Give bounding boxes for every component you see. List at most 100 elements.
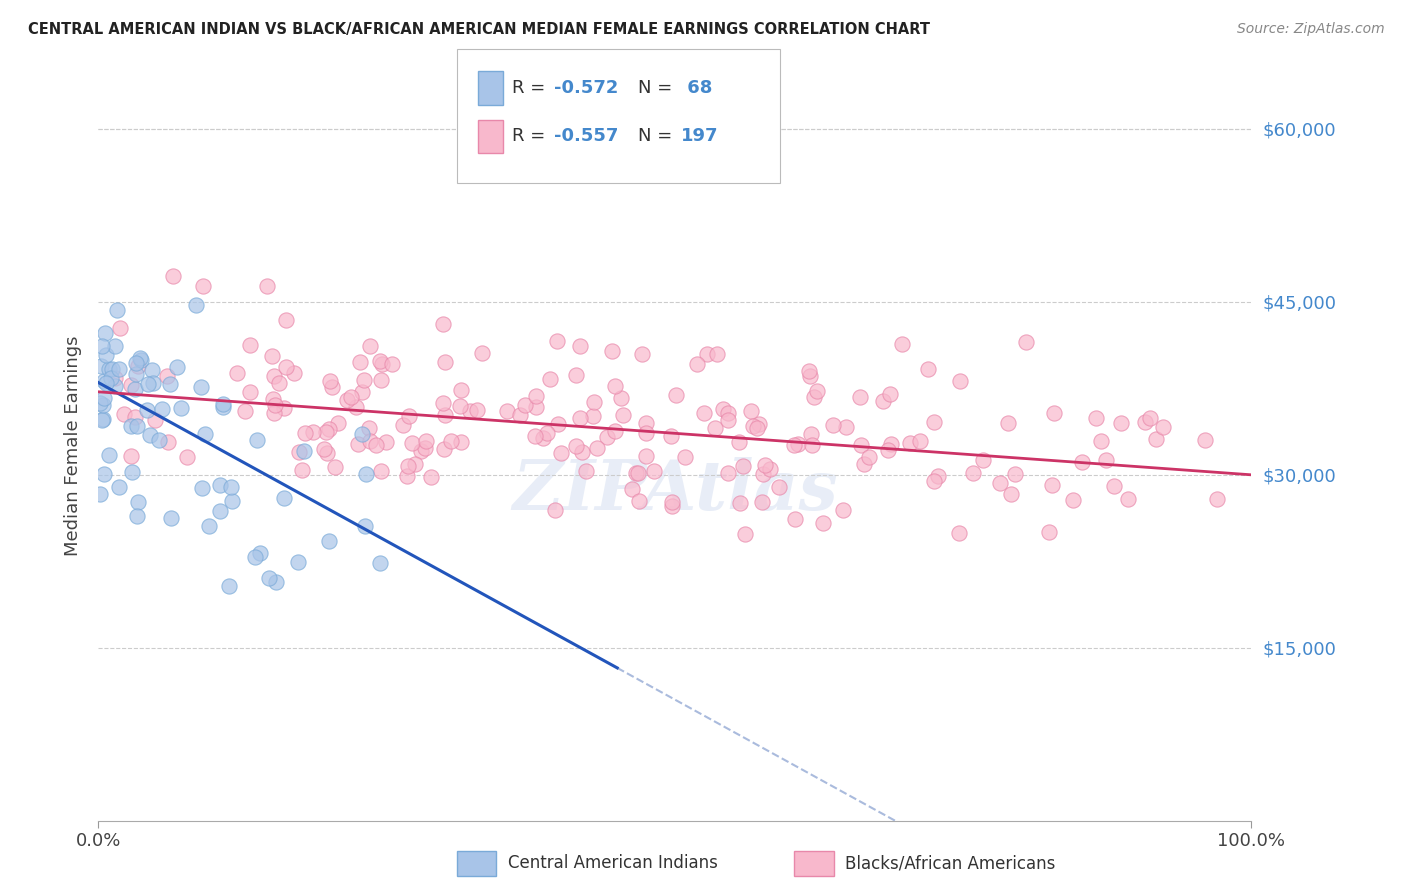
Point — [661, 499, 683, 513]
Point — [524, 429, 547, 443]
Text: -0.572: -0.572 — [554, 79, 619, 97]
Point — [264, 398, 287, 412]
Point — [150, 402, 173, 417]
Point — [890, 336, 912, 351]
Point — [339, 390, 361, 404]
Point — [806, 384, 828, 398]
Point — [565, 368, 588, 383]
Point — [368, 556, 391, 570]
Point — [727, 435, 749, 450]
Point — [432, 396, 454, 410]
Point — [162, 268, 184, 283]
Point — [104, 379, 127, 393]
Point — [972, 453, 994, 467]
Point — [908, 434, 931, 448]
Point — [711, 402, 734, 417]
Point — [194, 427, 217, 442]
Point — [799, 369, 821, 384]
Point — [245, 549, 267, 564]
Text: Blacks/African Americans: Blacks/African Americans — [845, 855, 1056, 872]
Point — [1090, 434, 1112, 449]
Point — [120, 419, 142, 434]
Point — [1116, 492, 1139, 507]
Point — [274, 360, 297, 375]
Point — [1194, 433, 1216, 447]
Point — [291, 463, 314, 477]
Point — [371, 357, 394, 371]
Point — [91, 412, 114, 426]
Point — [582, 409, 605, 423]
Point — [344, 400, 367, 414]
Point — [124, 382, 146, 396]
Point — [988, 475, 1011, 490]
Point — [440, 434, 463, 448]
Point — [349, 355, 371, 369]
Point — [256, 279, 278, 293]
Point — [568, 338, 591, 352]
Point — [156, 434, 179, 449]
Point — [1000, 487, 1022, 501]
Point — [141, 363, 163, 377]
Point — [94, 326, 117, 340]
Point — [575, 464, 598, 478]
Text: 197: 197 — [681, 128, 718, 145]
Point — [221, 493, 243, 508]
Point — [264, 574, 287, 589]
Point — [415, 434, 437, 448]
Point — [751, 495, 773, 509]
Point — [108, 480, 131, 494]
Point — [927, 469, 949, 483]
Point — [370, 464, 392, 478]
Point — [97, 362, 120, 376]
Point — [550, 446, 572, 460]
Point — [262, 349, 284, 363]
Point — [409, 444, 432, 458]
Text: N =: N = — [638, 79, 678, 97]
Point — [465, 403, 488, 417]
Point — [391, 418, 413, 433]
Text: N =: N = — [638, 128, 678, 145]
Point — [124, 367, 146, 381]
Point — [233, 404, 256, 418]
Point — [93, 374, 115, 388]
Point — [370, 373, 392, 387]
Text: ZIPAtlas: ZIPAtlas — [512, 458, 838, 524]
Point — [364, 438, 387, 452]
Point — [1111, 416, 1133, 430]
Point — [612, 409, 634, 423]
Point — [1144, 432, 1167, 446]
Point — [524, 389, 547, 403]
Point — [184, 298, 207, 312]
Point — [740, 403, 762, 417]
Point — [350, 426, 373, 441]
Point — [396, 469, 419, 483]
Point — [93, 467, 115, 482]
Point — [370, 354, 392, 368]
Point — [273, 491, 295, 505]
Point — [803, 390, 825, 404]
Point — [1104, 479, 1126, 493]
Point — [401, 436, 423, 450]
Point — [318, 422, 340, 436]
Point — [190, 481, 212, 495]
Point — [350, 385, 373, 400]
Point — [267, 376, 290, 390]
Point — [212, 400, 235, 414]
Point — [294, 425, 316, 440]
Point — [159, 377, 181, 392]
Point — [1038, 524, 1060, 539]
Point — [90, 413, 112, 427]
Point — [734, 527, 756, 541]
Point — [531, 431, 554, 445]
Point — [1152, 420, 1174, 434]
Point — [813, 516, 835, 530]
Point — [922, 415, 945, 429]
Point — [156, 368, 179, 383]
Point — [353, 373, 375, 387]
Text: Central American Indians: Central American Indians — [508, 855, 717, 872]
Point — [318, 374, 340, 388]
Point — [148, 433, 170, 447]
Point — [104, 370, 127, 384]
Point — [922, 474, 945, 488]
Point — [620, 482, 643, 496]
